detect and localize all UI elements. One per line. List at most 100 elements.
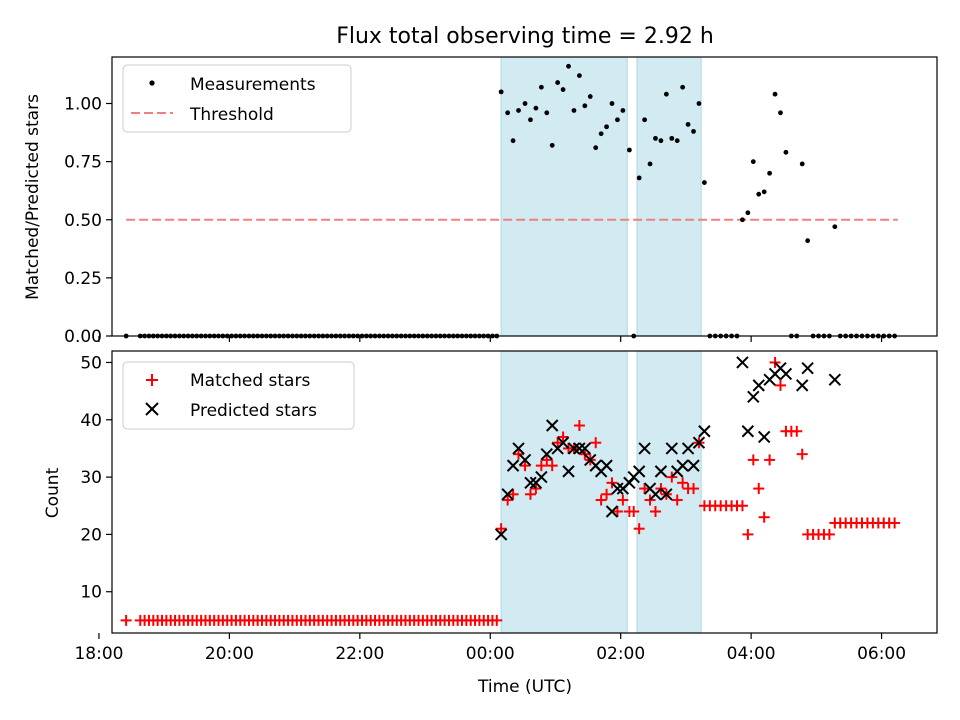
count-panel-xlabel: Time (UTC) [477,677,572,697]
predicted-point [692,436,706,449]
measurement-point [663,91,669,97]
x-tick-label: 18:00 [74,644,123,664]
measurement-point [510,138,516,144]
measurement-point [701,180,707,185]
matched-point [530,483,542,495]
x-tick-label: 00:00 [466,644,515,664]
measurement-point [576,73,582,78]
matched-point [546,460,558,472]
measurement-point [598,131,604,137]
matched-point [742,528,754,540]
measurement-point [767,170,773,176]
matched-point [507,488,519,500]
matched-point [595,494,607,506]
matched-point [535,460,547,472]
measurement-point [505,110,511,116]
matched-point [541,454,553,466]
measurement-point [587,94,593,99]
measurement-point [761,189,767,195]
matched-point [606,477,618,489]
predicted-point [556,436,570,449]
ratio-panel-frame [111,56,938,337]
predicted-point [676,459,689,472]
matched-point [671,494,683,506]
matched-point [495,523,507,535]
matched-point [644,494,656,506]
measurement-point [560,87,566,92]
measurement-point [538,84,544,90]
predicted-point [578,442,592,455]
x-tick-label: 20:00 [205,644,254,664]
predicted-point [600,459,613,472]
matched-point [524,488,536,500]
measurement-point [653,135,658,141]
matched-point [823,528,835,540]
measurement-point [647,161,653,167]
predicted-point [660,488,673,501]
measurement-point [745,210,751,216]
measurement-point [778,110,783,116]
measurement-point [544,110,550,116]
measurement-point [626,147,632,153]
ratio-panel-shaded-intervals [500,56,702,337]
measurement-point [566,63,571,69]
matched-point [513,448,525,460]
measurement-point [805,238,811,244]
matched-point [601,488,613,500]
x-tick-label: 22:00 [335,644,384,664]
ratio-panel-ylabel: Matched/Predicted stars [23,94,43,300]
measurement-point [498,89,504,95]
measurement-point [669,135,675,141]
predicted-point [518,453,532,467]
measurement-point [636,175,642,181]
count-panel: 18:00 20:00 22:00 00:00 02:00 04:00 06:00 10 20 3… [43,350,938,697]
x-tick-label: 06:00 [857,644,906,664]
predicted-point [747,390,760,404]
matched-point [791,425,803,437]
measurement-point [674,138,680,144]
matched-point [628,505,640,517]
predicted-point [506,459,520,472]
count-panel-frame [111,350,938,634]
measurement-point [555,80,561,85]
y-tick-label: 50 [80,353,102,373]
matched-point [557,431,569,443]
matched-point [666,471,678,483]
measurement-point [783,149,789,155]
measurement-point [680,84,686,90]
measurement-point [740,217,745,223]
measurement-point [685,122,691,127]
measurement-point [756,191,762,197]
predicted-point [573,442,586,455]
shaded-interval-1 [500,56,628,337]
y-tick-label: 40 [80,411,102,431]
measurement-point [832,224,838,230]
x-tick-label: 04:00 [727,644,776,664]
y-tick-label: 1.00 [64,95,102,115]
predicted-point [687,459,700,472]
predicted-point [535,470,548,484]
measurement-point [615,117,620,123]
matched-point [753,483,765,495]
predicted-point [736,356,749,369]
measurement-point [696,101,702,106]
measurement-point [691,129,696,134]
measurement-point [750,159,756,165]
measurement-point [533,105,539,111]
predicted-point [698,425,711,438]
matched-point [617,494,629,506]
measurement-point [593,145,599,151]
shaded-interval-1 [500,350,628,634]
ratio-panel-legend: Measurements Threshold [122,64,352,133]
measurement-point [571,108,577,113]
predicted-point [665,442,678,455]
predicted-point [512,442,525,455]
measurement-point [516,108,521,113]
matched-point [764,454,776,466]
ratio-panel-axes: 0.00 0.25 0.50 0.75 1.00 [64,95,883,347]
y-tick-label: 20 [80,525,102,545]
matched-point [502,494,514,506]
matched-point [889,517,901,529]
matched-point [769,356,781,368]
